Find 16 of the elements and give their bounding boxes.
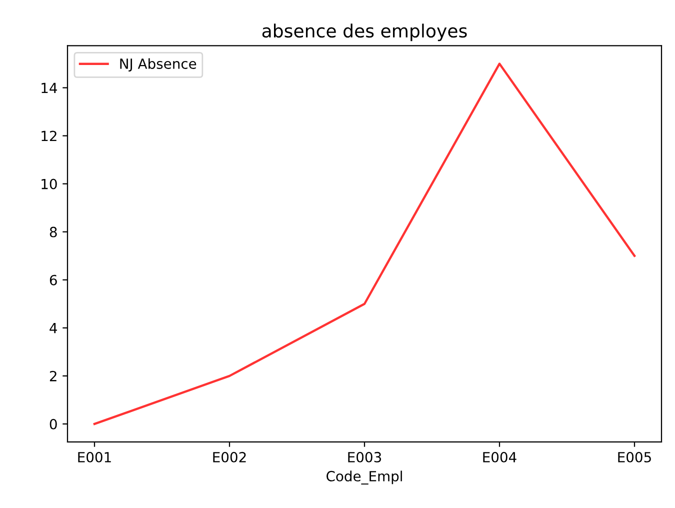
x-axis-title: Code_Empl [326, 470, 402, 485]
x-tick-label: E004 [483, 452, 516, 462]
y-tick-label: 0 [50, 418, 57, 430]
legend-label: NJ Absence [120, 58, 196, 72]
x-tick-label: E005 [618, 452, 651, 462]
x-tick-label: E002 [213, 452, 246, 462]
x-tick-label: E001 [78, 452, 111, 462]
y-tick-label: 6 [50, 274, 57, 286]
y-tick-label: 2 [50, 370, 56, 382]
y-tick-label: 10 [42, 178, 57, 190]
y-tick-label: 14 [42, 82, 57, 94]
y-tick-label: 4 [50, 323, 57, 334]
x-tick-label: E003 [348, 452, 382, 462]
y-tick-label: 8 [50, 226, 57, 238]
chart-title: absence des employes [262, 24, 467, 42]
y-tick-label: 12 [42, 130, 56, 142]
